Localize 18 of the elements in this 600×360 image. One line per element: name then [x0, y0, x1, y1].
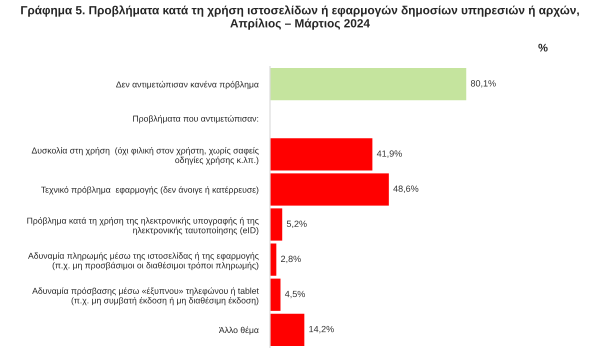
y-tick-label: Πρόβλημα κατά τη χρήση της ηλεκτρονικής υπογραφής ή της ηλεκτρονικής ταυτοποίησης (eID) — [27, 217, 259, 236]
y-tick-label: Δυσκολία στη χρήση (όχι φιλική στον χρήστη, χωρίς σαφείς οδηγίες χρήσης κ.λπ.) — [32, 146, 259, 165]
y-tick-label: Τεχνικό πρόβλημα εφαρμογής (δεν άνοιγε ή κατέρρευσε) — [41, 186, 258, 194]
data-label: 41,9% — [376, 150, 402, 158]
y-tick-label: Αδυναμία πρόσβασης μέσω «έξυπνου» τηλεφώνου ή tablet (π.χ. μη συμβατή έκδοση ή μη διαθέσιμη έκδοση) — [32, 287, 259, 306]
y-tick-label: Άλλο θέμα — [218, 326, 259, 335]
data-label: 2,8% — [281, 256, 301, 264]
data-label: 4,5% — [284, 290, 305, 298]
text: Προβλήματα που αντιμετώπισαν: — [133, 115, 258, 124]
chart-title: Γράφημα 5. Προβλήματα κατά τη χρήση ιστοσελίδων ή εφαρμογών δημοσίων υπηρεσιών ή αρχών, Απρίλιος – Μάρτιος 2024 — [21, 5, 579, 30]
y-tick-label: Δεν αντιμετώπισαν κανένα πρόβλημα — [116, 80, 259, 90]
data-label: 48,6% — [393, 185, 418, 193]
y-tick-label: Αδυναμία πληρωμής μέσω της ιστοσελίδας ή της εφαρμογής (π.χ. μη προσβάσιμοι οι διαθέσιμοι τρόποι πληρωμής) — [28, 252, 259, 270]
data-label: 80,1% — [470, 80, 496, 88]
data-label: 5,2% — [286, 220, 307, 228]
data-label: 14,2% — [309, 326, 334, 334]
text: % — [538, 44, 548, 52]
bar — [270, 66, 468, 102]
